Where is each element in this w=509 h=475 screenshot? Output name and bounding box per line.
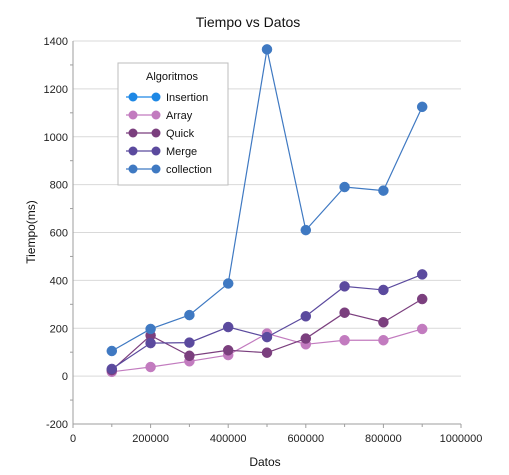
- chart-title: Tiempo vs Datos: [196, 14, 301, 30]
- data-point-array: [416, 323, 428, 335]
- data-point-quick: [261, 347, 273, 358]
- legend-marker-quick: [151, 128, 161, 138]
- legend-marker-array: [151, 110, 161, 120]
- y-tick-label: 400: [50, 275, 68, 287]
- y-tick-label: 200: [50, 323, 68, 335]
- data-point-merge: [416, 269, 428, 280]
- y-tick-label: 800: [50, 180, 68, 192]
- data-point-merge: [184, 337, 195, 348]
- y-axis-title: Tiempo(ms): [24, 200, 38, 264]
- legend-label-merge: Merge: [166, 146, 197, 158]
- legend-title: Algoritmos: [146, 71, 198, 83]
- data-point-collection: [300, 224, 312, 236]
- data-point-array: [378, 334, 389, 346]
- data-point-quick: [222, 345, 234, 356]
- legend-label-insertion: Insertion: [166, 92, 208, 104]
- y-tick-label: 0: [62, 371, 68, 383]
- legend-marker-collection: [151, 164, 161, 174]
- data-point-collection: [378, 185, 389, 196]
- data-point-merge: [300, 311, 312, 322]
- data-point-collection: [222, 278, 234, 289]
- x-tick-label: 600000: [287, 433, 324, 445]
- data-point-merge: [378, 284, 389, 296]
- data-point-merge: [145, 337, 156, 349]
- legend-marker-insertion: [151, 92, 161, 102]
- data-point-collection: [339, 181, 350, 193]
- data-point-collection: [261, 44, 273, 55]
- x-tick-label: 800000: [365, 433, 402, 445]
- x-axis-title: Datos: [249, 455, 280, 469]
- data-point-quick: [339, 307, 350, 318]
- legend-marker-quick: [128, 128, 138, 138]
- data-point-quick: [184, 350, 195, 362]
- legend: Algoritmos Insertion Array Quick Merge colle…: [117, 62, 229, 186]
- legend-label-collection: collection: [166, 164, 212, 176]
- legend-marker-insertion: [128, 92, 138, 102]
- y-tick-label: 1000: [44, 132, 68, 144]
- data-point-collection: [145, 323, 156, 335]
- data-point-quick: [300, 333, 312, 344]
- x-tick-label: 400000: [210, 433, 247, 445]
- data-point-merge: [261, 331, 273, 343]
- y-tick-label: 1200: [44, 84, 68, 96]
- data-point-collection: [106, 345, 118, 357]
- y-tick-label: 1400: [44, 36, 68, 48]
- data-point-merge: [339, 281, 350, 292]
- data-point-quick: [416, 293, 428, 305]
- x-tick-label: 0: [70, 433, 76, 445]
- data-point-collection: [416, 101, 428, 113]
- legend-marker-merge: [128, 146, 138, 156]
- legend-marker-merge: [151, 146, 161, 156]
- data-point-merge: [106, 363, 118, 375]
- data-point-array: [145, 361, 156, 373]
- data-point-array: [339, 334, 350, 346]
- legend-box: [117, 62, 229, 186]
- legend-marker-array: [128, 110, 138, 120]
- data-point-merge: [222, 321, 234, 333]
- y-tick-label: 600: [50, 228, 68, 240]
- data-point-collection: [184, 309, 195, 321]
- x-tick-label: 200000: [132, 433, 169, 445]
- x-tick-label: 1000000: [440, 433, 483, 445]
- y-tick-label: -200: [46, 419, 68, 431]
- legend-label-quick: Quick: [166, 128, 195, 140]
- series-layer: [106, 44, 428, 378]
- legend-label-array: Array: [166, 110, 193, 122]
- legend-marker-collection: [128, 164, 138, 174]
- data-point-quick: [378, 317, 389, 328]
